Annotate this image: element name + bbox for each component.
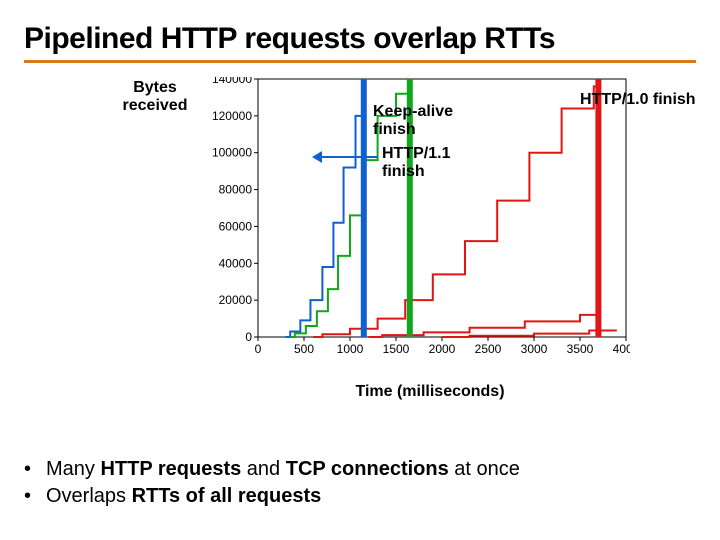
- arrow-http11-head: [312, 151, 322, 163]
- bullet-item: •Many HTTP requests and TCP connections …: [24, 456, 520, 483]
- annot-http10: HTTP/1.0 finish: [580, 91, 696, 109]
- title-underline: [24, 60, 696, 63]
- svg-text:120000: 120000: [212, 109, 252, 123]
- svg-text:20000: 20000: [219, 293, 253, 307]
- svg-text:1000: 1000: [337, 342, 364, 356]
- annot-keepalive: Keep-alivefinish: [373, 103, 453, 140]
- bullet-text: Overlaps RTTs of all requests: [46, 483, 321, 510]
- svg-text:0: 0: [255, 342, 262, 356]
- svg-text:0: 0: [245, 330, 252, 344]
- slide: Pipelined HTTP requests overlap RTTs Byt…: [0, 0, 720, 540]
- svg-text:100000: 100000: [212, 146, 252, 160]
- bullet-text: Many HTTP requests and TCP connections a…: [46, 456, 520, 483]
- x-axis-label: Time (milliseconds): [280, 383, 580, 401]
- svg-text:40000: 40000: [219, 256, 253, 270]
- svg-text:1500: 1500: [383, 342, 410, 356]
- slide-title: Pipelined HTTP requests overlap RTTs: [24, 22, 696, 56]
- bullet-item: •Overlaps RTTs of all requests: [24, 483, 520, 510]
- svg-text:140000: 140000: [212, 77, 252, 86]
- bullet-list: •Many HTTP requests and TCP connections …: [24, 456, 520, 510]
- svg-text:3000: 3000: [521, 342, 548, 356]
- svg-text:2500: 2500: [475, 342, 502, 356]
- y-axis-label: Bytes received: [110, 79, 200, 114]
- bullet-dot-icon: •: [24, 483, 46, 510]
- svg-text:4000: 4000: [613, 342, 630, 356]
- svg-text:2000: 2000: [429, 342, 456, 356]
- chart-region: Bytes received 0200004000060000800001000…: [20, 73, 700, 403]
- bullet-dot-icon: •: [24, 456, 46, 483]
- svg-text:60000: 60000: [219, 219, 253, 233]
- svg-text:80000: 80000: [219, 183, 253, 197]
- svg-text:500: 500: [294, 342, 314, 356]
- annot-http11: HTTP/1.1finish: [382, 145, 450, 182]
- arrow-http11-line: [314, 156, 378, 158]
- svg-text:3500: 3500: [567, 342, 594, 356]
